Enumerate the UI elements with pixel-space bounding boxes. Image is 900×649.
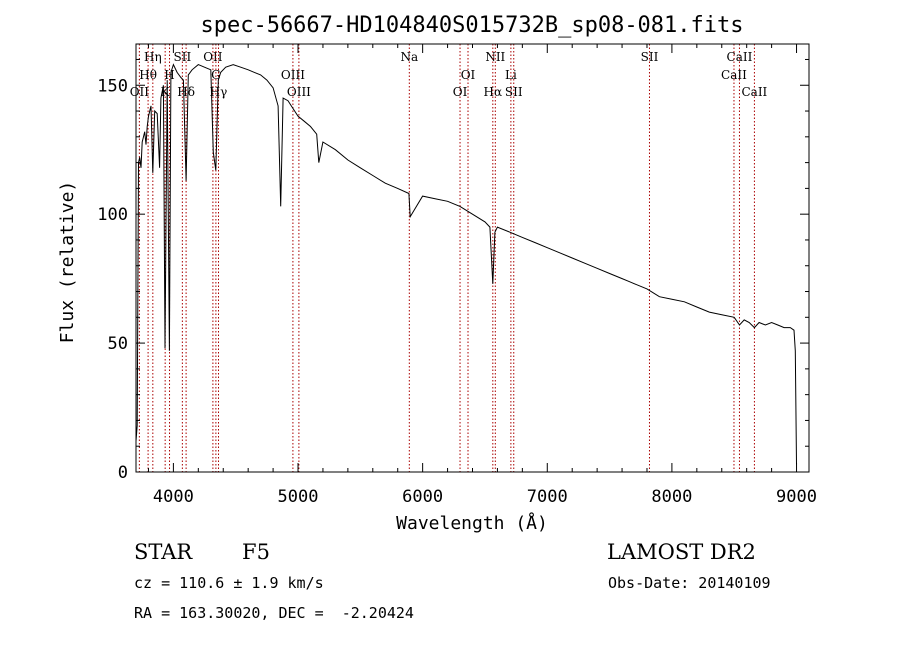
line-label-7: OII (203, 50, 223, 64)
y-tick-label-2: 100 (97, 205, 128, 225)
line-label-15: NII (485, 50, 505, 64)
x-tick-label-4: 8000 (651, 487, 692, 507)
y-axis-label: Flux (relative) (57, 181, 78, 344)
line-label-9: Hγ (210, 85, 228, 99)
line-label-2: OII (130, 85, 150, 99)
chart-title: spec-56667-HD104840S015732B_sp08-081.fit… (200, 13, 743, 38)
x-axis-label: Wavelength (Å) (396, 512, 548, 534)
line-label-12: Na (400, 50, 418, 64)
line-label-4: H (164, 68, 174, 82)
redshift-readout: cz = 110.6 ± 1.9 km/s (134, 574, 324, 592)
line-label-16: Li (505, 68, 517, 82)
line-label-18: SII (505, 85, 523, 99)
line-label-14: OI (453, 85, 468, 99)
y-tick-label-0: 0 (118, 463, 128, 483)
y-tick-label-1: 50 (108, 334, 128, 354)
y-tick-label-3: 150 (97, 76, 128, 96)
x-tick-label-5: 9000 (776, 487, 817, 507)
spectrum-line (135, 63, 797, 465)
line-label-21: CaII (721, 68, 747, 82)
y-axis-ticks: 0 50 100 150 (97, 58, 809, 483)
object-class: STAR (134, 540, 193, 564)
line-label-13: OI (461, 68, 476, 82)
line-label-11: OIII (287, 85, 311, 99)
x-tick-label-2: 6000 (402, 487, 443, 507)
plot-frame (135, 43, 810, 473)
obs-date: Obs-Date: 20140109 (608, 574, 771, 592)
line-label-22: CaII (741, 85, 767, 99)
line-label-1: Hθ (139, 68, 157, 82)
x-axis-ticks: 4000 5000 6000 7000 8000 9000 (147, 44, 817, 507)
line-label-5: SII (174, 50, 192, 64)
line-label-17: Hα (484, 85, 503, 99)
line-label-8: G (211, 68, 221, 82)
line-label-19: SII (641, 50, 659, 64)
survey-name: LAMOST DR2 (607, 540, 756, 564)
coordinates: RA = 163.30020, DEC = -2.20424 (134, 604, 414, 622)
x-tick-label-0: 4000 (153, 487, 194, 507)
line-label-10: OIII (281, 68, 305, 82)
x-tick-label-1: 5000 (278, 487, 319, 507)
line-label-3: K (161, 85, 171, 99)
line-label-6: Hδ (177, 85, 195, 99)
x-tick-label-3: 7000 (527, 487, 568, 507)
line-label-0: Hη (144, 50, 162, 64)
subclass: F5 (242, 540, 270, 564)
line-label-20: CaII (727, 50, 753, 64)
